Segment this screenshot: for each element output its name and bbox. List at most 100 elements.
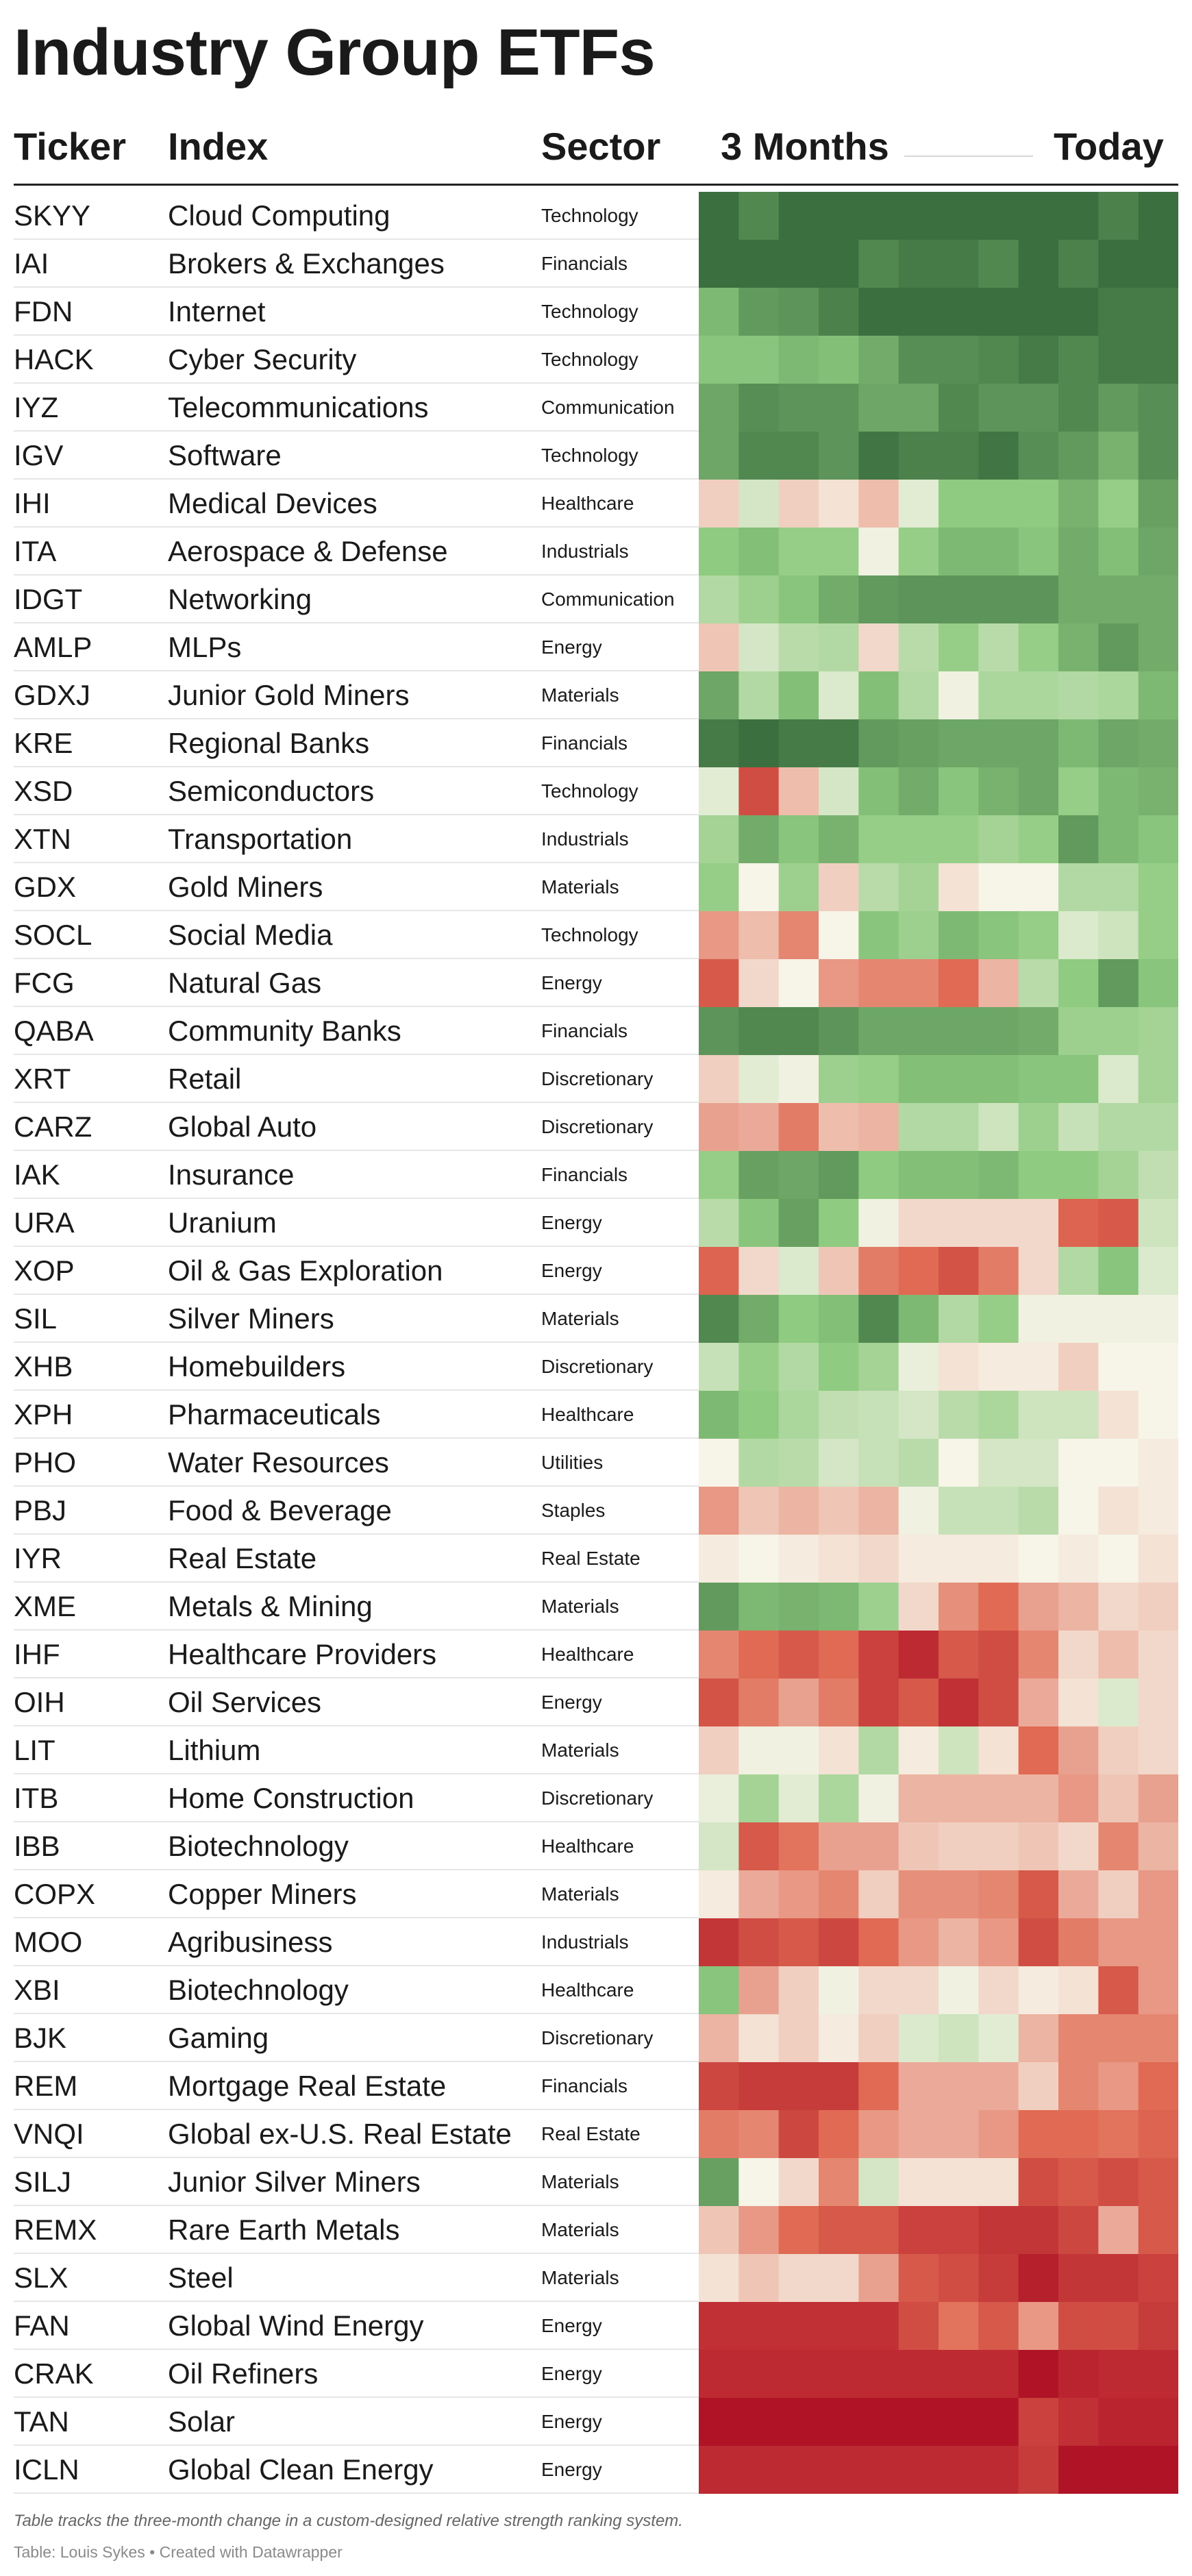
index-cell: Oil & Gas Exploration: [168, 1254, 443, 1287]
heatmap-cell: [898, 1151, 939, 1200]
sector-cell: Industrials: [541, 541, 629, 562]
heatmap-cell: [819, 911, 859, 960]
ticker-cell: XME: [14, 1590, 77, 1622]
heatmap-cell: [898, 623, 939, 672]
heatmap-cell: [1018, 1631, 1059, 1679]
heatmap-cell: [1018, 2158, 1059, 2207]
ticker-cell: REM: [14, 2070, 78, 2102]
table-row: GDX Gold Miners Materials: [0, 863, 1192, 911]
heatmap-cell: [858, 863, 899, 912]
heatmap-cell: [898, 1007, 939, 1056]
heatmap-cell: [738, 2446, 780, 2494]
heatmap-cell: [939, 2110, 979, 2159]
heatmap-cell: [1098, 863, 1139, 912]
heatmap-cell: [738, 719, 780, 768]
heatmap-cell: [1098, 1247, 1139, 1296]
heatmap-cell: [819, 2158, 859, 2207]
heatmap-cell: [738, 2254, 780, 2303]
heatmap-cell: [1138, 1247, 1178, 1296]
heatmap-cell: [898, 2014, 939, 2063]
heatmap-cell: [1018, 2062, 1059, 2111]
heatmap-cell: [778, 1295, 819, 1343]
index-cell: Community Banks: [168, 1015, 401, 1047]
heatmap-cell: [738, 1007, 780, 1056]
heatmap-cell: [939, 1679, 979, 1727]
heatmap-cell: [1018, 1247, 1059, 1296]
ticker-cell: AMLP: [14, 631, 92, 663]
sector-cell: Discretionary: [541, 1068, 654, 1089]
heatmap-cell: [1138, 1966, 1178, 2015]
heatmap-cell: [699, 336, 739, 384]
heatmap-cell: [1058, 192, 1099, 240]
table-row: HACK Cyber Security Technology: [0, 336, 1192, 384]
index-cell: Regional Banks: [168, 727, 370, 759]
table-row: GDXJ Junior Gold Miners Materials: [0, 671, 1192, 719]
table-row: XSD Semiconductors Technology: [0, 767, 1192, 815]
heatmap-cell: [898, 192, 939, 240]
heatmap-cell: [1138, 336, 1178, 384]
table-row: ITA Aerospace & Defense Industrials: [0, 528, 1192, 575]
heatmap-cell: [699, 2206, 739, 2255]
heatmap-cell: [699, 2110, 739, 2159]
sector-cell: Financials: [541, 253, 628, 274]
table-row: IBB Biotechnology Healthcare: [0, 1822, 1192, 1870]
row-divider: [14, 1965, 699, 1966]
heatmap-cell: [819, 384, 859, 432]
index-cell: Gold Miners: [168, 871, 323, 903]
sector-cell: Discretionary: [541, 1787, 654, 1809]
ticker-cell: IHF: [14, 1638, 60, 1670]
heatmap-cell: [1018, 2110, 1059, 2159]
ticker-cell: TAN: [14, 2405, 69, 2438]
row-divider: [14, 2492, 699, 2494]
heatmap-cell: [699, 2062, 739, 2111]
heatmap-cell: [978, 528, 1019, 576]
heatmap-cell: [939, 2014, 979, 2063]
heatmap-cell: [738, 384, 780, 432]
heatmap-cell: [778, 480, 819, 528]
heatmap-cell: [1058, 2206, 1099, 2255]
heatmap-cell: [778, 288, 819, 336]
heatmap-cell: [858, 1631, 899, 1679]
heatmap-cell: [1098, 2398, 1139, 2447]
sector-cell: Financials: [541, 1020, 628, 1041]
heatmap-cell: [1138, 1295, 1178, 1343]
heatmap-cell: [978, 1295, 1019, 1343]
heatmap-cell: [978, 2254, 1019, 2303]
heatmap-cell: [939, 959, 979, 1008]
heatmap-cell: [778, 959, 819, 1008]
heatmap-cell: [699, 1679, 739, 1727]
heatmap-cell: [978, 1966, 1019, 2015]
heatmap-cell: [898, 1535, 939, 1583]
heatmap-cell: [1138, 863, 1178, 912]
table-row: IAI Brokers & Exchanges Financials: [0, 240, 1192, 288]
heatmap-cell: [738, 1295, 780, 1343]
table-row: SIL Silver Miners Materials: [0, 1295, 1192, 1343]
heatmap-cell: [738, 1487, 780, 1535]
heatmap-cell: [819, 2254, 859, 2303]
heatmap-cell: [699, 432, 739, 480]
heatmap-cell: [778, 1631, 819, 1679]
header-rule: [14, 184, 1178, 186]
row-divider: [14, 1677, 699, 1679]
row-divider: [14, 2349, 699, 2350]
heatmap-cell: [1058, 1774, 1099, 1823]
heatmap-cell: [738, 2014, 780, 2063]
heatmap-cell: [1058, 2446, 1099, 2494]
heatmap-cell: [978, 480, 1019, 528]
sector-cell: Materials: [541, 684, 619, 706]
heatmap-cell: [978, 1631, 1019, 1679]
heatmap-cell: [738, 1151, 780, 1200]
sector-cell: Technology: [541, 301, 638, 322]
heatmap-cell: [1058, 1007, 1099, 1056]
heatmap-cell: [699, 863, 739, 912]
index-cell: Internet: [168, 295, 266, 327]
heatmap-cell: [1138, 1103, 1178, 1152]
heatmap-cell: [1098, 1535, 1139, 1583]
header-today: Today: [1054, 125, 1164, 168]
heatmap-cell: [1058, 1439, 1099, 1487]
heatmap-cell: [699, 1247, 739, 1296]
heatmap-cell: [819, 719, 859, 768]
heatmap-cell: [1138, 815, 1178, 864]
heatmap-cell: [898, 384, 939, 432]
heatmap-cell: [898, 2206, 939, 2255]
